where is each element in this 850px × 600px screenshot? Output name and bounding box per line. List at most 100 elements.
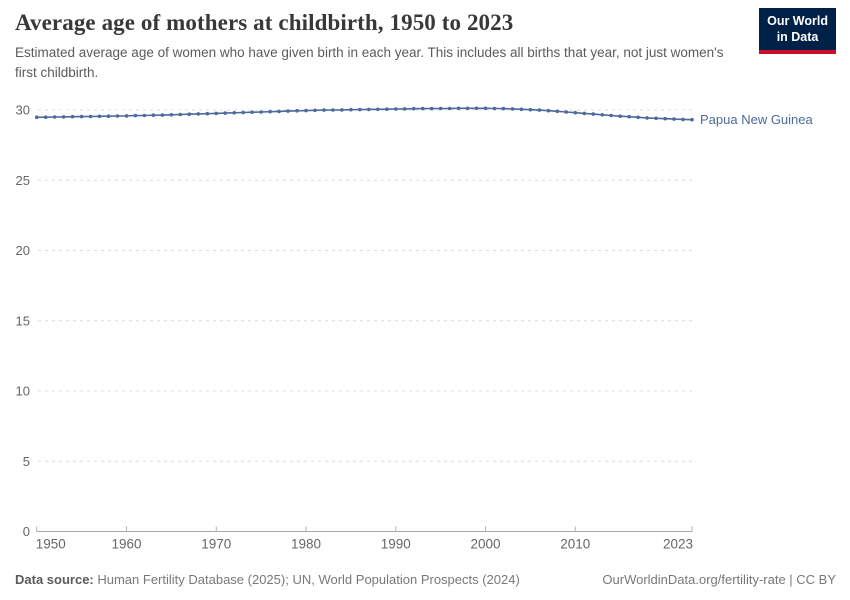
data-point[interactable] — [124, 114, 129, 118]
data-point[interactable] — [645, 116, 649, 120]
data-point[interactable] — [340, 108, 344, 112]
data-point[interactable] — [546, 108, 551, 113]
data-point[interactable] — [313, 108, 317, 113]
data-point[interactable] — [358, 107, 362, 112]
data-point[interactable] — [277, 109, 281, 114]
x-axis-label-1950: 1950 — [36, 537, 66, 552]
x-axis-label-1970: 1970 — [201, 537, 231, 552]
data-point[interactable] — [385, 107, 389, 111]
x-axis-label-1960: 1960 — [111, 537, 141, 552]
data-point[interactable] — [52, 115, 57, 119]
data-point[interactable] — [447, 106, 452, 111]
data-point[interactable] — [295, 109, 299, 113]
data-point[interactable] — [492, 106, 497, 111]
data-point[interactable] — [582, 111, 587, 116]
chart-header: Average age of mothers at childbirth, 19… — [15, 10, 755, 82]
data-point[interactable] — [573, 110, 578, 115]
data-point[interactable] — [205, 111, 210, 116]
data-point[interactable] — [79, 114, 84, 119]
data-point[interactable] — [250, 110, 254, 114]
data-point[interactable] — [600, 113, 604, 117]
data-point[interactable] — [429, 106, 434, 111]
y-axis-label-20: 20 — [16, 243, 30, 258]
chart-subtitle: Estimated average age of women who have … — [15, 45, 724, 80]
data-point[interactable] — [97, 114, 102, 119]
data-point[interactable] — [223, 111, 227, 115]
data-point[interactable] — [88, 114, 93, 119]
data-point[interactable] — [286, 109, 290, 113]
data-point[interactable] — [654, 116, 658, 121]
data-point[interactable] — [609, 113, 613, 118]
y-axis-label-5: 5 — [23, 454, 30, 469]
data-point[interactable] — [322, 108, 326, 112]
data-source-label: Data source: — [15, 572, 94, 587]
data-point[interactable] — [627, 114, 631, 119]
data-point[interactable] — [376, 107, 380, 112]
data-point[interactable] — [510, 107, 515, 111]
data-point[interactable] — [438, 106, 443, 111]
chart-footer: Data source: Human Fertility Database (2… — [15, 572, 836, 587]
data-point[interactable] — [537, 108, 542, 112]
data-point[interactable] — [411, 106, 416, 111]
data-point[interactable] — [142, 113, 147, 118]
data-point[interactable] — [681, 117, 685, 122]
data-point[interactable] — [160, 113, 165, 117]
data-point[interactable] — [456, 106, 461, 111]
data-point[interactable] — [519, 107, 524, 112]
data-point[interactable] — [564, 110, 569, 114]
data-point[interactable] — [106, 114, 111, 118]
data-point[interactable] — [618, 114, 622, 118]
x-axis-label-2000: 2000 — [471, 537, 501, 552]
data-point[interactable] — [34, 115, 39, 120]
data-point[interactable] — [636, 115, 640, 120]
data-point[interactable] — [663, 116, 667, 121]
owid-url-license[interactable]: OurWorldinData.org/fertility-rate | CC B… — [602, 572, 836, 587]
data-point[interactable] — [402, 107, 407, 111]
owid-logo-line1: Our World — [767, 14, 828, 28]
data-point[interactable] — [474, 106, 479, 111]
data-point[interactable] — [178, 112, 183, 117]
data-point[interactable] — [61, 115, 66, 119]
y-axis-label-10: 10 — [16, 384, 30, 399]
data-point[interactable] — [331, 108, 335, 112]
data-point[interactable] — [115, 114, 120, 118]
data-point[interactable] — [394, 107, 398, 111]
data-source-note: Data source: Human Fertility Database (2… — [15, 572, 520, 587]
x-axis-label-2023: 2023 — [663, 537, 693, 552]
data-point[interactable] — [483, 106, 488, 111]
data-point[interactable] — [690, 117, 694, 122]
y-axis-label-15: 15 — [16, 313, 30, 328]
data-point[interactable] — [151, 113, 156, 117]
data-point[interactable] — [241, 110, 245, 115]
data-point[interactable] — [232, 111, 236, 115]
y-axis-label-0: 0 — [23, 524, 30, 539]
owid-logo-line2: in Data — [776, 29, 819, 44]
owid-logo: Our World in Data — [759, 8, 836, 55]
data-point[interactable] — [528, 107, 533, 112]
chart-title: Average age of mothers at childbirth, 19… — [15, 10, 514, 35]
data-point[interactable] — [196, 112, 201, 116]
data-point[interactable] — [214, 111, 218, 116]
data-point[interactable] — [367, 107, 371, 112]
data-point[interactable] — [591, 112, 596, 116]
data-point[interactable] — [501, 106, 506, 111]
data-point[interactable] — [672, 117, 676, 121]
data-point[interactable] — [349, 107, 353, 112]
data-point[interactable] — [268, 109, 272, 114]
data-point[interactable] — [420, 106, 425, 111]
data-point[interactable] — [259, 110, 263, 114]
data-point[interactable] — [304, 108, 308, 113]
data-point[interactable] — [133, 113, 138, 118]
data-point[interactable] — [169, 113, 174, 117]
data-point[interactable] — [43, 115, 48, 119]
y-axis-label-25: 25 — [16, 173, 30, 188]
data-point[interactable] — [187, 112, 192, 116]
series-end-label[interactable]: Papua New Guinea — [700, 112, 814, 127]
data-point[interactable] — [465, 106, 470, 111]
data-point[interactable] — [555, 109, 560, 114]
y-axis-label-30: 30 — [16, 103, 30, 118]
data-point[interactable] — [70, 114, 75, 119]
x-axis-label-1990: 1990 — [381, 537, 411, 552]
